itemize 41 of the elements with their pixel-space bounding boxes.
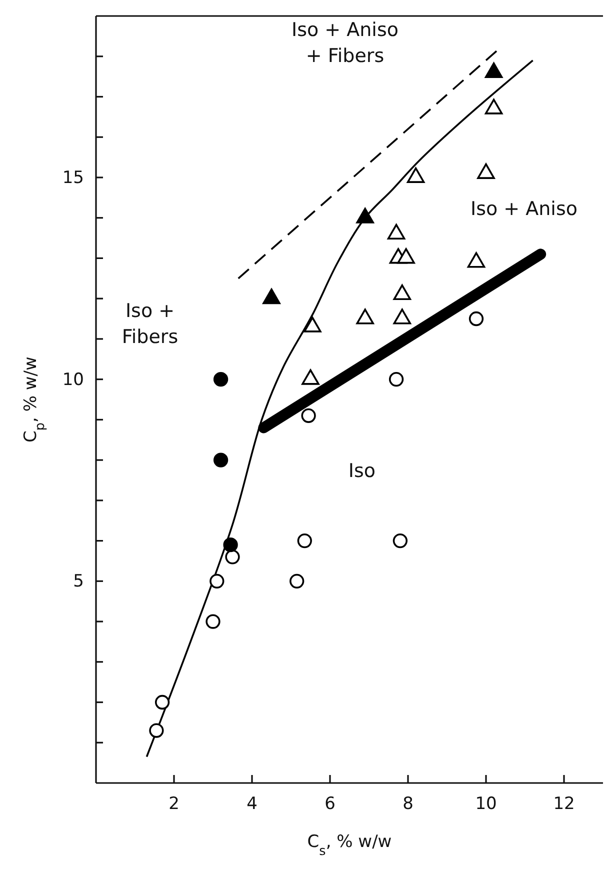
- point: [477, 163, 495, 179]
- point: [388, 372, 404, 387]
- point: [154, 694, 170, 710]
- point: [223, 538, 238, 552]
- point: [406, 167, 425, 183]
- point: [290, 574, 304, 588]
- x-axis-title: C$_{s}$, % w/w: [307, 832, 392, 858]
- point: [484, 98, 503, 114]
- point: [397, 248, 415, 264]
- point: [206, 614, 220, 629]
- point: [484, 62, 503, 78]
- x-tick-label: 4: [246, 794, 258, 814]
- point: [225, 550, 240, 564]
- point: [392, 533, 408, 548]
- point: [393, 284, 412, 300]
- x-tick-label: 2: [168, 794, 180, 814]
- annotation: Iso: [348, 460, 376, 482]
- point: [387, 224, 406, 240]
- point: [304, 316, 322, 332]
- point: [210, 574, 224, 588]
- point: [467, 252, 486, 268]
- point: [356, 308, 374, 324]
- annotation: Iso + Fibers: [122, 300, 178, 348]
- annotation: Iso + Aniso: [470, 198, 578, 220]
- point: [262, 288, 280, 304]
- y-tick-label: 10: [62, 370, 84, 390]
- point: [302, 369, 320, 385]
- annotation: Iso + Aniso + Fibers: [292, 19, 398, 67]
- point: [213, 452, 228, 468]
- point: [213, 372, 228, 387]
- x-tick-label: 8: [402, 794, 414, 814]
- x-tick-label: 12: [553, 794, 575, 814]
- point: [356, 208, 374, 224]
- point: [301, 408, 316, 423]
- point: [297, 533, 312, 548]
- y-tick-label: 5: [73, 572, 84, 592]
- x-tick-label: 10: [475, 794, 497, 814]
- point: [393, 308, 412, 324]
- point: [149, 723, 164, 738]
- x-tick-label: 6: [324, 794, 336, 814]
- y-tick-label: 15: [62, 168, 84, 188]
